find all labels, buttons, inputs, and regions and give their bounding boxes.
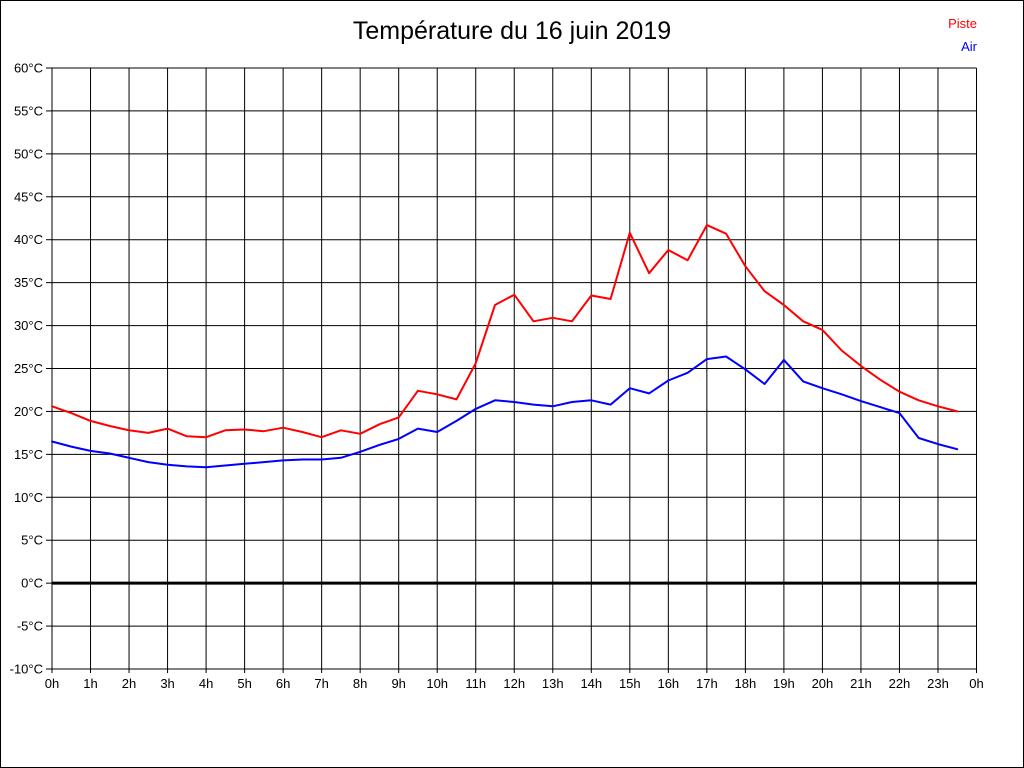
x-tick-label: 0h: [969, 676, 983, 691]
x-tick-label: 10h: [426, 676, 448, 691]
chart-title: Température du 16 juin 2019: [352, 17, 672, 45]
x-tick-label: 12h: [503, 676, 525, 691]
legend-item-air: Air: [961, 39, 977, 54]
legend-item-piste: Piste: [948, 16, 977, 31]
y-tick-label: 40°C: [14, 232, 43, 247]
x-tick-label: 19h: [773, 676, 795, 691]
y-tick-label: 0°C: [21, 576, 43, 591]
x-tick-label: 18h: [735, 676, 757, 691]
x-tick-label: 17h: [696, 676, 718, 691]
y-tick-label: 55°C: [14, 103, 43, 118]
x-tick-label: 4h: [199, 676, 213, 691]
x-tick-label: 22h: [889, 676, 911, 691]
x-tick-label: 6h: [276, 676, 290, 691]
x-tick-label: 1h: [83, 676, 97, 691]
y-tick-label: 10°C: [14, 490, 43, 505]
x-tick-label: 7h: [314, 676, 328, 691]
x-tick-label: 3h: [160, 676, 174, 691]
series-line-piste: [51, 224, 959, 439]
x-tick-label: 11h: [465, 676, 486, 691]
x-tick-label: 9h: [391, 676, 405, 691]
y-tick-label: 30°C: [14, 318, 43, 333]
y-tick-label: 25°C: [14, 361, 43, 376]
x-tick-label: 13h: [542, 676, 564, 691]
chart-legend: Piste Air: [948, 12, 977, 58]
x-tick-label: 0h: [45, 676, 59, 691]
x-tick-label: 21h: [850, 676, 872, 691]
y-tick-label: 20°C: [14, 404, 43, 419]
x-tick-label: 5h: [237, 676, 251, 691]
x-tick-label: 23h: [927, 676, 949, 691]
y-tick-label: 35°C: [14, 275, 43, 290]
y-tick-label: -5°C: [17, 619, 43, 634]
y-tick-label: 50°C: [14, 146, 43, 161]
x-tick-label: 20h: [812, 676, 834, 691]
x-tick-label: 8h: [353, 676, 367, 691]
y-tick-label: 15°C: [14, 447, 43, 462]
y-tick-label: 60°C: [14, 61, 43, 76]
y-tick-label: 45°C: [14, 189, 43, 204]
x-tick-label: 15h: [619, 676, 641, 691]
x-tick-label: 16h: [657, 676, 679, 691]
series-line-air: [51, 355, 959, 469]
y-tick-label: 5°C: [21, 533, 43, 548]
y-tick-label: -10°C: [10, 662, 43, 677]
x-tick-label: 14h: [580, 676, 602, 691]
x-tick-label: 2h: [122, 676, 136, 691]
